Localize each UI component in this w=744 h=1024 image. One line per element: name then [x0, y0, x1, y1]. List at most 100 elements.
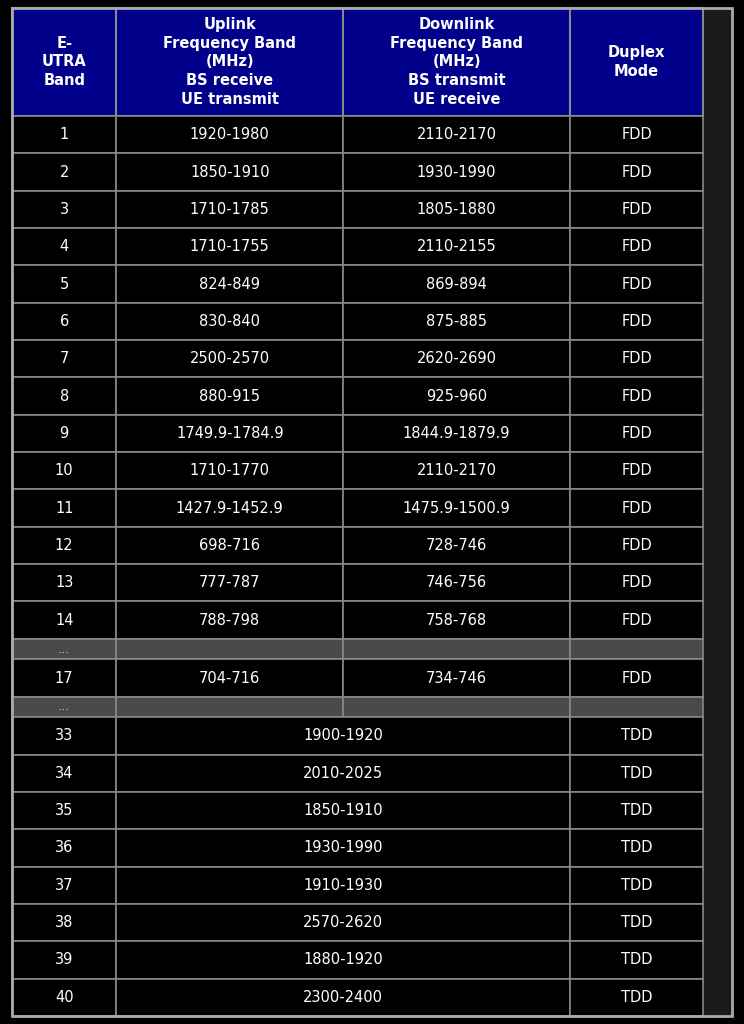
- Bar: [12, 228, 116, 265]
- Bar: [12, 941, 116, 979]
- Bar: [343, 696, 570, 717]
- Bar: [12, 415, 116, 453]
- Text: FDD: FDD: [621, 538, 652, 553]
- Bar: [116, 489, 343, 526]
- Text: FDD: FDD: [621, 388, 652, 403]
- Bar: [12, 639, 116, 659]
- Bar: [116, 792, 570, 829]
- Bar: [570, 303, 703, 340]
- Bar: [116, 154, 343, 190]
- Bar: [570, 453, 703, 489]
- Bar: [343, 190, 570, 228]
- Bar: [570, 659, 703, 696]
- Text: ...: ...: [58, 643, 71, 655]
- Bar: [570, 639, 703, 659]
- Bar: [116, 190, 343, 228]
- Bar: [116, 866, 570, 904]
- Bar: [343, 303, 570, 340]
- Bar: [116, 8, 343, 116]
- Bar: [12, 696, 116, 717]
- Bar: [570, 303, 703, 340]
- Bar: [12, 415, 116, 453]
- Text: FDD: FDD: [621, 463, 652, 478]
- Bar: [570, 564, 703, 601]
- Bar: [570, 979, 703, 1016]
- Bar: [116, 755, 570, 792]
- Bar: [116, 829, 570, 866]
- Text: FDD: FDD: [621, 501, 652, 516]
- Bar: [12, 904, 116, 941]
- Bar: [12, 941, 116, 979]
- Text: TDD: TDD: [620, 952, 652, 968]
- Text: TDD: TDD: [620, 803, 652, 818]
- Text: 2570-2620: 2570-2620: [303, 915, 383, 930]
- Bar: [343, 415, 570, 453]
- Bar: [343, 639, 570, 659]
- Bar: [12, 659, 116, 696]
- Bar: [343, 340, 570, 378]
- Bar: [570, 154, 703, 190]
- Bar: [116, 340, 343, 378]
- Bar: [570, 190, 703, 228]
- Text: 788-798: 788-798: [199, 612, 260, 628]
- Text: 734-746: 734-746: [426, 671, 487, 685]
- Bar: [570, 116, 703, 154]
- Text: FDD: FDD: [621, 575, 652, 590]
- Bar: [12, 755, 116, 792]
- Bar: [570, 265, 703, 303]
- Bar: [116, 696, 343, 717]
- Bar: [12, 154, 116, 190]
- Text: 1475.9-1500.9: 1475.9-1500.9: [403, 501, 510, 516]
- Text: 40: 40: [55, 990, 74, 1005]
- Bar: [12, 564, 116, 601]
- Bar: [12, 303, 116, 340]
- Bar: [343, 415, 570, 453]
- Bar: [12, 601, 116, 639]
- Bar: [343, 601, 570, 639]
- Text: FDD: FDD: [621, 671, 652, 685]
- Bar: [570, 792, 703, 829]
- Bar: [343, 190, 570, 228]
- Text: 34: 34: [55, 766, 74, 780]
- Bar: [12, 265, 116, 303]
- Text: 1910-1930: 1910-1930: [304, 878, 383, 893]
- Bar: [570, 564, 703, 601]
- Text: 1930-1990: 1930-1990: [417, 165, 496, 179]
- Text: FDD: FDD: [621, 165, 652, 179]
- Bar: [12, 979, 116, 1016]
- Bar: [570, 154, 703, 190]
- Text: 11: 11: [55, 501, 74, 516]
- Bar: [116, 659, 343, 696]
- Bar: [12, 378, 116, 415]
- Bar: [12, 228, 116, 265]
- Bar: [116, 415, 343, 453]
- Bar: [12, 755, 116, 792]
- Bar: [570, 340, 703, 378]
- Bar: [116, 190, 343, 228]
- Bar: [12, 659, 116, 696]
- Bar: [116, 659, 343, 696]
- Bar: [343, 228, 570, 265]
- Bar: [12, 265, 116, 303]
- Bar: [116, 8, 343, 116]
- Bar: [116, 265, 343, 303]
- Bar: [343, 564, 570, 601]
- Bar: [116, 792, 570, 829]
- Bar: [343, 696, 570, 717]
- Text: 2110-2170: 2110-2170: [417, 463, 496, 478]
- Text: 830-840: 830-840: [199, 314, 260, 329]
- Bar: [570, 415, 703, 453]
- Bar: [116, 564, 343, 601]
- Bar: [116, 564, 343, 601]
- Text: 1920-1980: 1920-1980: [190, 127, 269, 142]
- Text: ...: ...: [58, 700, 71, 714]
- Bar: [343, 265, 570, 303]
- Bar: [12, 717, 116, 755]
- Bar: [116, 979, 570, 1016]
- Bar: [12, 116, 116, 154]
- Bar: [570, 941, 703, 979]
- Bar: [116, 526, 343, 564]
- Bar: [12, 696, 116, 717]
- Bar: [12, 190, 116, 228]
- Text: 36: 36: [55, 841, 74, 855]
